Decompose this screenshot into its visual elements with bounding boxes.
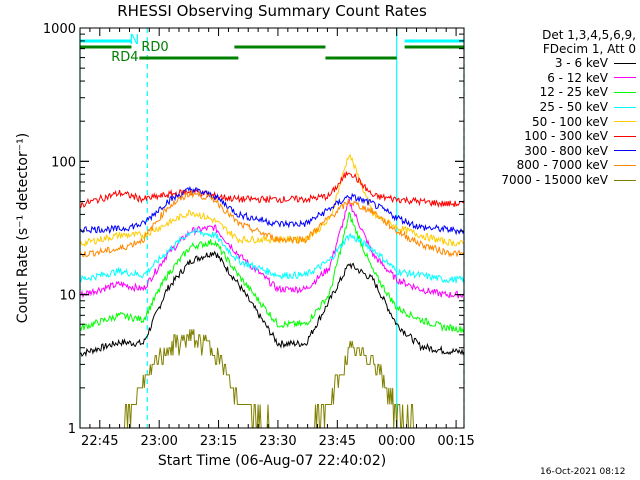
legend-swatch-2: [614, 91, 636, 93]
legend-label-2: 12 - 25 keV: [539, 85, 608, 100]
legend-label-3: 25 - 50 keV: [539, 100, 608, 115]
annotation-rd0-label: RD0: [141, 40, 168, 55]
legend-swatch-8: [614, 179, 636, 181]
legend-swatch-0: [614, 62, 636, 64]
y-tick-label-1: 1: [68, 422, 76, 437]
legend-swatch-5: [614, 135, 636, 137]
timestamp: 16-Oct-2021 08:12: [540, 467, 626, 477]
y-tick-label-1000: 1000: [43, 22, 76, 37]
series-line-2: [79, 211, 465, 334]
annotation-rd4-label: RD4: [111, 50, 138, 65]
x-tick-label-3: 23:30: [259, 434, 296, 449]
legend: Det 1,3,4,5,6,9, FDecim 1, Att 0 3 - 6 k…: [470, 28, 636, 187]
legend-item-8: 7000 - 15000 keV: [470, 173, 636, 188]
legend-swatch-6: [614, 150, 636, 152]
plot-frame: [79, 27, 465, 429]
legend-label-5: 100 - 300 keV: [524, 129, 608, 144]
legend-swatch-4: [614, 121, 636, 123]
legend-item-6: 300 - 800 keV: [470, 144, 636, 159]
series-line-0: [79, 250, 465, 358]
annotation-n-label: N: [129, 33, 139, 48]
series-line-6: [79, 185, 465, 236]
legend-swatch-1: [614, 77, 636, 79]
series-line-1: [79, 198, 465, 299]
legend-label-4: 50 - 100 keV: [531, 114, 608, 129]
legend-item-4: 50 - 100 keV: [470, 114, 636, 129]
legend-swatch-7: [614, 164, 636, 166]
legend-item-2: 12 - 25 keV: [470, 85, 636, 100]
x-tick-label-4: 23:45: [319, 434, 356, 449]
legend-item-7: 800 - 7000 keV: [470, 158, 636, 173]
legend-item-3: 25 - 50 keV: [470, 100, 636, 115]
y-tick-label-10: 10: [59, 289, 76, 304]
legend-header-line-1: Det 1,3,4,5,6,9,: [542, 28, 636, 42]
series-line-7: [79, 190, 465, 258]
x-axis-label: Start Time (06-Aug-07 22:40:02): [157, 453, 387, 469]
series-line-3: [79, 227, 465, 284]
chart-title: RHESSI Observing Summary Count Rates: [117, 2, 427, 20]
legend-item-5: 100 - 300 keV: [470, 129, 636, 144]
x-tick-label-1: 23:00: [140, 434, 177, 449]
x-tick-label-0: 22:45: [81, 434, 118, 449]
series-line-4: [79, 153, 465, 248]
legend-label-7: 800 - 7000 keV: [516, 158, 608, 173]
x-tick-label-6: 00:15: [437, 434, 474, 449]
legend-header-line-2: FDecim 1, Att 0: [542, 42, 636, 56]
legend-item-1: 6 - 12 keV: [470, 71, 636, 86]
legend-item-0: 3 - 6 keV: [470, 56, 636, 71]
x-tick-label-5: 00:00: [378, 434, 415, 449]
legend-label-8: 7000 - 15000 keV: [501, 173, 608, 188]
x-tick-label-2: 23:15: [200, 434, 237, 449]
series-line-8: [80, 329, 464, 429]
legend-label-1: 6 - 12 keV: [547, 70, 608, 85]
legend-label-6: 300 - 800 keV: [524, 143, 608, 158]
y-tick-label-100: 100: [51, 155, 76, 170]
legend-label-0: 3 - 6 keV: [554, 56, 608, 71]
series-line-5: [79, 170, 465, 209]
legend-swatch-3: [614, 106, 636, 108]
legend-rows: 3 - 6 keV 6 - 12 keV 12 - 25 keV 25 - 50 ke…: [470, 56, 636, 187]
